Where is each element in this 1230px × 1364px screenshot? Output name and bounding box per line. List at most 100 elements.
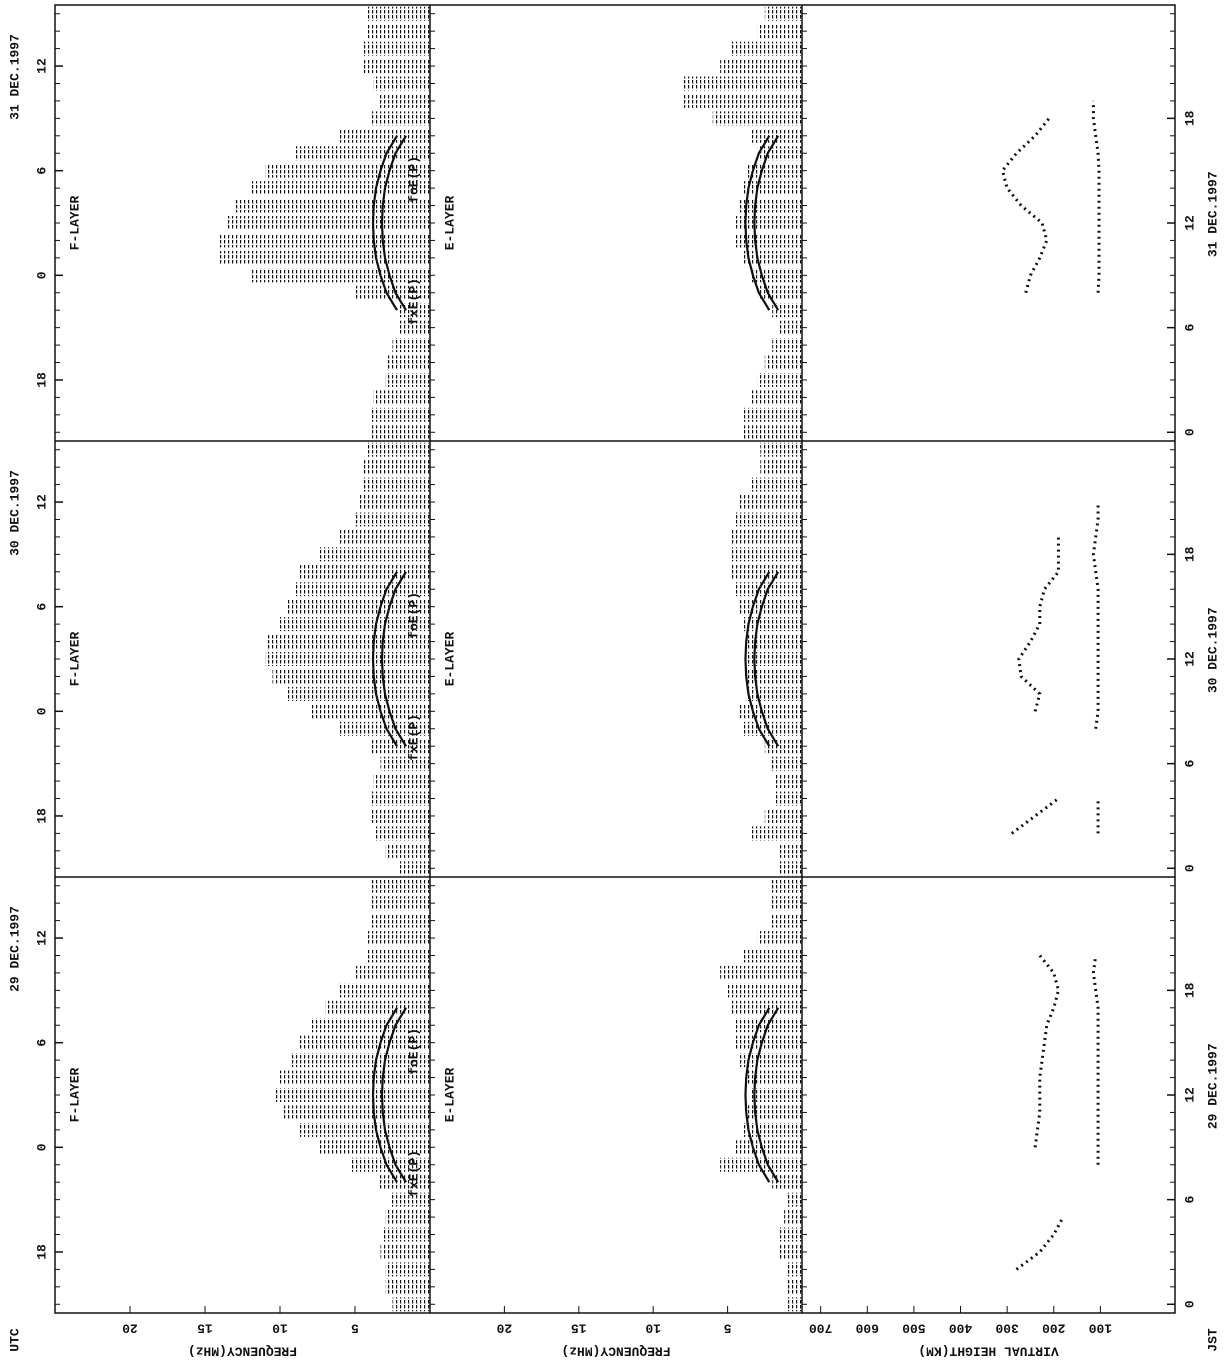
panel-label: F-LAYER bbox=[67, 631, 82, 686]
frequency-bar bbox=[775, 774, 802, 789]
frequency-bar bbox=[745, 652, 802, 666]
x-tick-label: 20 bbox=[496, 1321, 512, 1336]
jst-label: JST bbox=[1205, 1328, 1220, 1352]
frequency-bar bbox=[287, 686, 430, 701]
frequency-bar bbox=[355, 512, 430, 527]
y-tick-label: 18 bbox=[34, 372, 49, 388]
frequency-bar bbox=[757, 931, 802, 946]
frequency-bar bbox=[362, 477, 430, 492]
frequency-bar bbox=[365, 24, 430, 39]
frequency-bar bbox=[370, 896, 430, 911]
frequency-bar bbox=[385, 843, 430, 858]
y-tick-label: 12 bbox=[1182, 215, 1197, 231]
x-tick-label: 500 bbox=[902, 1321, 926, 1336]
model-curve bbox=[371, 571, 398, 747]
model-curve bbox=[744, 135, 771, 311]
frequency-bar bbox=[745, 163, 802, 178]
frequency-bar bbox=[749, 826, 802, 841]
frequency-bar bbox=[275, 1088, 430, 1102]
model-curve bbox=[371, 1007, 398, 1183]
frequency-bar bbox=[682, 93, 802, 108]
y-tick-label: 18 bbox=[34, 1244, 49, 1260]
frequency-bar bbox=[272, 669, 430, 684]
frequency-bar bbox=[235, 198, 430, 213]
frequency-bar bbox=[739, 495, 802, 510]
frequency-bar bbox=[385, 1262, 430, 1277]
frequency-bar bbox=[250, 181, 430, 196]
frequency-bar bbox=[682, 76, 802, 91]
frequency-bar bbox=[735, 233, 802, 248]
frequency-bar bbox=[720, 59, 802, 74]
frequency-bar bbox=[370, 111, 430, 126]
height-trace bbox=[1010, 797, 1060, 835]
model-curve bbox=[753, 135, 780, 311]
frequency-bar bbox=[382, 1227, 430, 1242]
frequency-bar bbox=[280, 1070, 430, 1085]
y-tick-label: 12 bbox=[1182, 651, 1197, 667]
frequency-bar bbox=[380, 756, 430, 771]
frequency-bar bbox=[377, 1175, 430, 1190]
y-tick-label: 6 bbox=[34, 167, 49, 175]
frequency-bar bbox=[325, 1000, 430, 1015]
height-trace bbox=[1091, 502, 1100, 729]
x-tick-label: 200 bbox=[1042, 1321, 1066, 1336]
frequency-bar bbox=[265, 163, 430, 178]
model-curve bbox=[380, 1007, 407, 1183]
frequency-bar bbox=[355, 285, 430, 300]
frequency-bar bbox=[735, 216, 802, 230]
model-label: fxE(P) bbox=[406, 1150, 421, 1197]
frequency-bar bbox=[340, 721, 430, 736]
frequency-bar bbox=[389, 1192, 430, 1207]
x-tick-label: 5 bbox=[351, 1321, 359, 1336]
frequency-bar bbox=[350, 1157, 430, 1172]
x-tick-label: 400 bbox=[949, 1321, 973, 1336]
frequency-bar bbox=[310, 704, 430, 719]
frequency-bar bbox=[280, 617, 430, 632]
frequency-bar bbox=[742, 407, 802, 422]
day-label: 31 DEC.1997 bbox=[7, 34, 22, 120]
x-axis-label: FREQUENCY(MHz) bbox=[561, 1344, 670, 1359]
frequency-bar bbox=[749, 1088, 802, 1102]
frequency-bar bbox=[287, 599, 430, 614]
frequency-bar bbox=[362, 41, 430, 56]
x-tick-label: 10 bbox=[645, 1321, 661, 1336]
frequency-bar bbox=[720, 965, 802, 980]
x-tick-label: 700 bbox=[809, 1321, 833, 1336]
model-label: fxE(P) bbox=[406, 714, 421, 761]
frequency-bar bbox=[742, 1122, 802, 1137]
frequency-bar bbox=[742, 250, 802, 265]
frequency-bar bbox=[739, 704, 802, 719]
frequency-bar bbox=[373, 390, 430, 405]
frequency-bar bbox=[299, 1035, 430, 1050]
panel-label: F-LAYER bbox=[67, 1067, 82, 1122]
frequency-bar bbox=[787, 1297, 802, 1312]
frequency-bar bbox=[295, 582, 430, 597]
frequency-bar bbox=[770, 878, 802, 893]
frequency-bar bbox=[760, 460, 802, 475]
frequency-bar bbox=[374, 826, 430, 841]
frequency-bar bbox=[299, 1122, 430, 1137]
height-trace bbox=[1033, 954, 1060, 1148]
frequency-bar bbox=[757, 372, 802, 387]
model-curve bbox=[753, 1007, 780, 1183]
frequency-bar bbox=[749, 477, 802, 492]
frequency-bar bbox=[227, 216, 430, 230]
frequency-bar bbox=[364, 460, 430, 475]
frequency-bar bbox=[377, 93, 430, 108]
frequency-bar bbox=[317, 1140, 430, 1155]
x-axis-label: VIRTUAL HEIGHT(KM) bbox=[918, 1344, 1058, 1359]
frequency-bar bbox=[268, 634, 430, 649]
frequency-bar bbox=[742, 181, 802, 196]
frequency-bar bbox=[340, 128, 430, 143]
frequency-bar bbox=[749, 128, 802, 143]
frequency-bar bbox=[764, 739, 802, 754]
frequency-bar bbox=[730, 529, 802, 544]
frequency-bar bbox=[340, 529, 430, 544]
model-label: foE(P) bbox=[406, 156, 421, 203]
frequency-bar bbox=[365, 6, 430, 21]
frequency-bar bbox=[220, 233, 430, 248]
day-label: 31 DEC.1997 bbox=[1205, 171, 1220, 257]
frequency-bar bbox=[764, 355, 802, 370]
panel-label: F-LAYER bbox=[67, 195, 82, 250]
